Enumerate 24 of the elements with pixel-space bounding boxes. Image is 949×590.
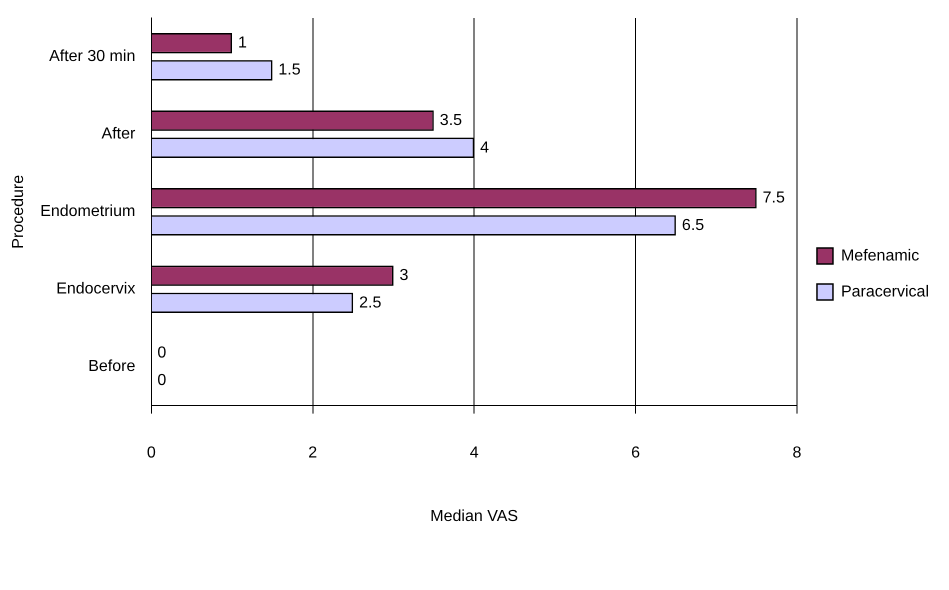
data-label: 3.5 bbox=[440, 112, 462, 130]
data-label: 0 bbox=[157, 344, 166, 362]
y-axis-title: Procedure bbox=[10, 174, 28, 249]
x-tick-label: 8 bbox=[792, 444, 802, 462]
y-tick-label: Before bbox=[88, 358, 136, 376]
x-tick-label: 4 bbox=[470, 444, 479, 462]
data-label: 3 bbox=[399, 267, 408, 284]
y-tick-label: After 30 min bbox=[49, 48, 136, 66]
y-tick-label: After bbox=[102, 126, 136, 143]
data-label: 6.5 bbox=[682, 216, 704, 234]
data-label: 1.5 bbox=[278, 62, 301, 79]
x-axis-title: Median VAS bbox=[430, 508, 518, 525]
data-label: 4 bbox=[480, 139, 490, 156]
legend-label: Paracervical bbox=[840, 283, 929, 300]
y-tick-label: Endocervix bbox=[56, 280, 136, 298]
x-tick-label: 0 bbox=[146, 444, 156, 462]
data-label: 0 bbox=[157, 372, 166, 389]
y-tick-label: Endometrium bbox=[40, 203, 136, 220]
data-label: 2.5 bbox=[359, 294, 382, 312]
x-tick-label: 6 bbox=[631, 444, 640, 462]
data-label: 7.5 bbox=[762, 190, 785, 207]
x-tick-label: 2 bbox=[308, 444, 318, 462]
data-label: 1 bbox=[238, 34, 248, 52]
legend-label: Mefenamic bbox=[840, 247, 920, 264]
